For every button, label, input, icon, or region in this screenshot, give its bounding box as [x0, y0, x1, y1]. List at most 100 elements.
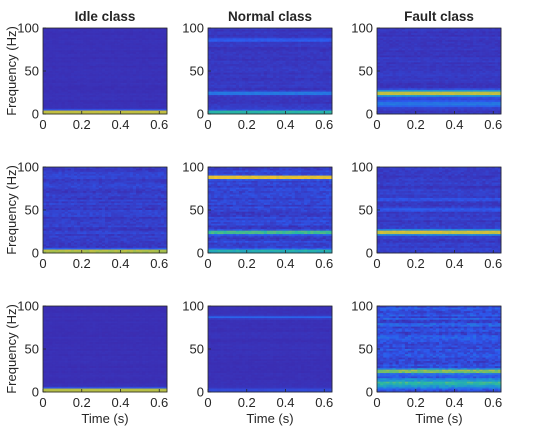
heatmap-cell [291, 57, 296, 60]
heatmap-cell [454, 50, 458, 53]
heatmap-cell [145, 36, 149, 39]
heatmap-cell [163, 101, 168, 105]
heatmap-cell [497, 41, 502, 44]
heatmap-cell [435, 34, 440, 37]
heatmap-cell [401, 31, 406, 34]
heatmap-cell [229, 50, 234, 53]
heatmap-cell [117, 86, 121, 89]
heatmap-cell [426, 46, 431, 50]
heatmap-cell [229, 62, 234, 65]
heatmap-cell [270, 110, 274, 113]
heatmap-cell [242, 34, 246, 37]
heatmap-cell [220, 58, 224, 62]
heatmap-cell [80, 79, 84, 82]
heatmap-cell [386, 53, 390, 56]
heatmap-cell [105, 46, 109, 50]
heatmap-cell [46, 28, 50, 31]
heatmap-cell [217, 45, 221, 48]
heatmap-cell [114, 101, 118, 105]
heatmap-cell [92, 67, 97, 70]
heatmap-cell [226, 93, 231, 96]
heatmap-cell [80, 101, 84, 105]
heatmap-cell [67, 29, 72, 32]
heatmap-cell [139, 108, 143, 111]
heatmap-cell [49, 65, 53, 68]
heatmap-cell [151, 91, 155, 94]
heatmap-cell [208, 57, 212, 60]
heatmap-cell [242, 52, 246, 55]
heatmap-cell [260, 79, 265, 82]
heatmap-cell [208, 98, 212, 101]
heatmap-cell [142, 69, 146, 72]
heatmap-cell [279, 76, 283, 79]
heatmap-cell [282, 83, 286, 86]
heatmap-cell [136, 98, 140, 101]
heatmap-cell [383, 43, 387, 46]
heatmap-cell [120, 105, 124, 108]
heatmap-cell [307, 98, 311, 101]
heatmap-cell [235, 58, 240, 62]
heatmap-cell [301, 33, 305, 36]
heatmap-cell [80, 86, 84, 89]
heatmap-cell [117, 43, 121, 46]
heatmap-cell [273, 107, 277, 110]
heatmap-cell [426, 45, 431, 48]
heatmap-cell [395, 28, 400, 31]
heatmap-cell [408, 64, 412, 67]
heatmap-cell [151, 48, 155, 51]
heatmap-cell [451, 28, 455, 31]
heatmap-cell [307, 72, 311, 75]
heatmap-cell [304, 43, 308, 46]
heatmap-cell [136, 79, 140, 82]
heatmap-cell [61, 64, 66, 67]
heatmap-cell [70, 33, 75, 36]
heatmap-cell [488, 29, 493, 32]
heatmap-cell [214, 64, 218, 67]
heatmap-cell [80, 71, 84, 74]
heatmap-cell [297, 60, 302, 63]
heatmap-cell [114, 77, 118, 80]
heatmap-cell [285, 105, 289, 108]
heatmap-cell [463, 62, 468, 65]
heatmap-cell [263, 41, 268, 44]
heatmap-cell [55, 43, 59, 46]
heatmap-cell [95, 91, 100, 94]
heatmap-cell [325, 110, 330, 113]
heatmap-cell [223, 110, 227, 113]
heatmap-cell [64, 103, 69, 106]
heatmap-cell [325, 41, 330, 44]
heatmap-cell [328, 60, 333, 63]
heatmap-cell [43, 108, 47, 111]
heatmap-cell [92, 64, 97, 67]
heatmap-cell [105, 84, 109, 87]
heatmap-cell [61, 76, 66, 79]
heatmap-cell [105, 96, 109, 99]
heatmap-cell [142, 103, 146, 106]
heatmap-cell [389, 28, 393, 31]
heatmap-cell [148, 95, 152, 98]
heatmap-cell [136, 40, 140, 43]
heatmap-cell [288, 98, 293, 101]
heatmap-cell [101, 55, 106, 58]
heatmap-cell [392, 43, 396, 46]
heatmap-cell [297, 53, 302, 56]
heatmap-cell [454, 36, 458, 39]
heatmap-cell [139, 57, 143, 60]
heatmap-cell [429, 67, 434, 70]
heatmap-cell [266, 96, 271, 99]
heatmap-cell [111, 64, 115, 67]
heatmap-cell [154, 45, 159, 48]
heatmap-cell [142, 57, 146, 60]
heatmap-cell [98, 77, 103, 80]
heatmap-cell [217, 62, 221, 65]
heatmap-cell [61, 28, 66, 31]
heatmap-cell [463, 50, 468, 53]
heatmap-cell [392, 50, 396, 53]
heatmap-cell [89, 110, 93, 113]
heatmap-cell [142, 84, 146, 87]
heatmap-cell [211, 45, 215, 48]
heatmap-cell [101, 64, 106, 67]
heatmap-cell [74, 45, 78, 48]
heatmap-cell [80, 84, 84, 87]
heatmap-cell [389, 31, 393, 34]
